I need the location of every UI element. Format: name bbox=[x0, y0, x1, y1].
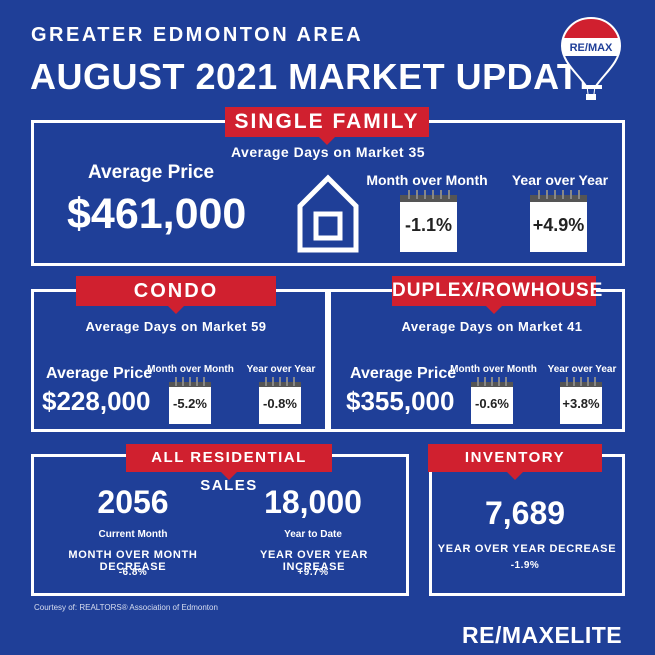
duplex-days: Average Days on Market 41 bbox=[401, 319, 583, 334]
single-family-mom-calendar: -1.1% bbox=[400, 190, 457, 252]
area-heading: GREATER EDMONTON AREA bbox=[31, 24, 364, 46]
sales-ytd-label: Year to Date bbox=[284, 529, 342, 540]
single-family-ribbon: SINGLE FAMILY bbox=[225, 107, 429, 145]
condo-ribbon: CONDO bbox=[76, 276, 276, 314]
remax-elite-logo: RE/MAXELITE bbox=[462, 622, 623, 648]
house-icon bbox=[294, 170, 362, 254]
condo-days: Average Days on Market 59 bbox=[85, 319, 267, 334]
sales-ytd-value: 18,000 bbox=[264, 484, 362, 520]
duplex-mom-label: Month over Month bbox=[450, 364, 537, 375]
condo-yoy-calendar: -0.8% bbox=[259, 377, 301, 424]
condo-yoy-value: -0.8% bbox=[263, 396, 297, 411]
duplex-yoy-value: +3.8% bbox=[562, 396, 600, 411]
single-family-days: Average Days on Market 35 bbox=[230, 144, 426, 160]
sales-mom-desc: MONTH OVER MONTH DECREASE bbox=[68, 549, 198, 573]
duplex-price: $355,000 bbox=[346, 386, 455, 416]
single-family-yoy-calendar: +4.9% bbox=[530, 190, 587, 252]
single-family-mom-label: Month over Month bbox=[366, 172, 488, 188]
condo-price: $228,000 bbox=[42, 386, 151, 416]
duplex-mom-value: -0.6% bbox=[475, 396, 509, 411]
condo-mom-value: -5.2% bbox=[173, 396, 207, 411]
duplex-avg-label: Average Price bbox=[350, 365, 457, 382]
sales-current-value: 2056 bbox=[97, 484, 169, 520]
single-family-mom-value: -1.1% bbox=[404, 215, 453, 235]
inventory-value: 7,689 bbox=[484, 495, 566, 531]
sales-yoy-value: +9.7% bbox=[297, 567, 329, 578]
single-family-price: $461,000 bbox=[67, 190, 247, 238]
duplex-yoy-calendar: +3.8% bbox=[560, 377, 602, 424]
sales-mom-value: -6.8% bbox=[118, 567, 148, 578]
balloon-logo-text: RE/MAX bbox=[569, 42, 613, 54]
condo-mom-label: Month over Month bbox=[147, 364, 234, 375]
single-family-yoy-value: +4.9% bbox=[532, 215, 585, 235]
inventory-change: -1.9% bbox=[510, 560, 540, 571]
duplex-mom-calendar: -0.6% bbox=[471, 377, 513, 424]
sales-ribbon: ALL RESIDENTIAL SALES bbox=[126, 444, 332, 494]
single-family-yoy-label: Year over Year bbox=[511, 172, 609, 188]
courtesy-text: Courtesy of: REALTORS® Association of Ed… bbox=[34, 603, 218, 612]
single-family-avg-label: Average Price bbox=[88, 162, 215, 183]
duplex-yoy-label: Year over Year bbox=[547, 364, 617, 375]
remax-balloon-logo: RE/MAX bbox=[560, 16, 622, 102]
inventory-ribbon: INVENTORY bbox=[428, 444, 602, 480]
page-title: AUGUST 2021 MARKET UPDATE bbox=[30, 56, 604, 97]
condo-yoy-label: Year over Year bbox=[246, 364, 316, 375]
duplex-ribbon: DUPLEX/ROWHOUSE bbox=[392, 276, 602, 314]
condo-avg-label: Average Price bbox=[46, 365, 153, 382]
sales-yoy-desc: YEAR OVER YEAR INCREASE bbox=[259, 549, 368, 573]
condo-mom-calendar: -5.2% bbox=[169, 377, 211, 424]
sales-current-label: Current Month bbox=[98, 529, 168, 540]
inventory-desc: YEAR OVER YEAR DECREASE bbox=[437, 543, 617, 555]
